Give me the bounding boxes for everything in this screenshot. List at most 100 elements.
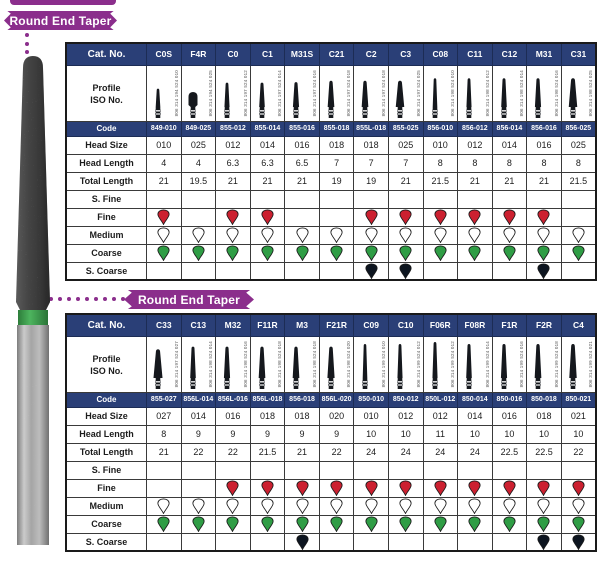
- row-label-total-length: Total Length: [65, 171, 147, 191]
- code-cell-C08: 856-010: [422, 120, 459, 137]
- s_coarse-cell-C09: [353, 532, 389, 552]
- grit-diamond-icon-red: [330, 480, 343, 496]
- coarse-cell-C1: [249, 243, 286, 263]
- grit-diamond-icon-green: [261, 245, 274, 261]
- iso-number: 806 314 199 524 014: [484, 341, 490, 388]
- cat-cell-C09: C09: [353, 313, 389, 337]
- grit-diamond-icon-red: [399, 480, 412, 496]
- s_fine-cell-C1: [249, 189, 286, 209]
- fine-cell-C2: [353, 207, 389, 227]
- grit-diamond-icon-green: [434, 245, 447, 261]
- s_coarse-cell-C0: [215, 261, 251, 281]
- table-row-s_coarse: S. Coarse: [65, 532, 597, 552]
- total_length-cell-C31: 21.5: [560, 171, 597, 191]
- diamond-bur-photo: [16, 56, 50, 545]
- s_coarse-cell-C1: [249, 261, 286, 281]
- head_size-cell-M3: 018: [284, 406, 320, 426]
- s_coarse-cell-M31: [526, 261, 562, 281]
- head_size-cell-F1R: 016: [491, 406, 528, 426]
- s_fine-cell-M3: [284, 460, 320, 480]
- code-cell-C09: 850-010: [353, 391, 389, 408]
- medium-cell-C09: [353, 496, 389, 516]
- profile-cell: 806 314 198 524 014: [493, 66, 526, 120]
- total_length-cell-C10: 24: [387, 442, 424, 462]
- total_length-cell-C2: 19: [353, 171, 389, 191]
- s_fine-cell-F08R: [457, 460, 493, 480]
- iso-number: 806 314 199 524 012: [415, 341, 421, 388]
- fine-cell-C09: [353, 478, 389, 498]
- grit-diamond-icon-green: [399, 245, 412, 261]
- medium-cell-M31: [526, 225, 562, 245]
- dot: [25, 50, 29, 55]
- profile-cell: 806 314 198 524 014: [182, 337, 215, 391]
- head_length-cell-C12: 8: [491, 153, 528, 173]
- medium-cell-C08: [422, 225, 459, 245]
- total_length-cell-C21: 19: [318, 171, 355, 191]
- cat-cell-F11R: F11R: [249, 313, 286, 337]
- profile-cell-C4: 806 314 199 524 021: [560, 335, 597, 393]
- dot: [67, 297, 71, 301]
- iso-number: 806 314 199 524 018: [553, 341, 559, 388]
- row-label-s-fine: S. Fine: [65, 460, 147, 480]
- dot: [58, 297, 62, 301]
- grit-diamond-icon-white: [572, 227, 585, 243]
- s_coarse-cell-M31S: [284, 261, 320, 281]
- bur-profile-silhouette: [466, 77, 472, 118]
- dot: [25, 33, 29, 37]
- section-badge-top: Round End Taper: [4, 11, 117, 30]
- table-row-s_fine: S. Fine: [65, 460, 597, 480]
- s_fine-cell-F21R: [318, 460, 355, 480]
- bur-profile-silhouette: [292, 346, 300, 389]
- coarse-cell-M32: [215, 514, 251, 534]
- head_size-cell-C09: 010: [353, 406, 389, 426]
- table-row-head_length: Head Length 8 9 9 9 9 9 10 10 11 10 10 10 10: [65, 424, 597, 444]
- profile-cell: 806 314 199 524 010: [355, 337, 388, 391]
- grit-diamond-icon-red: [503, 480, 516, 496]
- table-row-head_size: Head Size 010 025 012 014 016 018 018 025 010 012 0…: [65, 135, 597, 155]
- code-cell-F4R: 849-025: [180, 120, 217, 137]
- cat-cell-C1: C1: [249, 42, 286, 66]
- coarse-cell-C21: [318, 243, 355, 263]
- code-cell-F06R: 850L-012: [422, 391, 459, 408]
- profile-cell-C13: 806 314 198 524 014: [180, 335, 217, 393]
- total_length-cell-C11: 21: [457, 171, 493, 191]
- fine-cell-M32: [215, 478, 251, 498]
- bur-profile-silhouette: [500, 343, 507, 389]
- table-row-s_coarse: S. Coarse: [65, 261, 597, 281]
- code-cell-C1: 855-014: [249, 120, 286, 137]
- profile-cell-C31: 806 314 198 524 025: [560, 64, 597, 122]
- cat-cell-C11: C11: [457, 42, 493, 66]
- iso-number: 806 314 198 524 014: [208, 341, 214, 388]
- grit-diamond-icon-white: [537, 498, 551, 514]
- profile-cell: 806 314 199 524 018: [528, 337, 561, 391]
- coarse-cell-C12: [491, 243, 528, 263]
- total_length-cell-C08: 21.5: [422, 171, 459, 191]
- bur-profile-silhouette: [569, 343, 577, 389]
- profile-cell-C11: 806 314 198 524 012: [457, 64, 493, 122]
- iso-number: 806 314 197 524 018: [380, 70, 386, 117]
- grit-diamond-icon-white: [468, 227, 481, 243]
- medium-cell-C21: [318, 225, 355, 245]
- s_fine-cell-C0: [215, 189, 251, 209]
- s_fine-cell-C33: [146, 460, 182, 480]
- s_coarse-cell-F2R: [526, 532, 562, 552]
- bur-profile-silhouette: [362, 80, 369, 118]
- s_coarse-cell-M32: [215, 532, 251, 552]
- profile-cell-C0S: 806 314 194 524 010: [146, 64, 182, 122]
- grit-diamond-icon-red: [503, 209, 516, 225]
- profile-cell: 806 314 194 524 025: [182, 66, 215, 120]
- row-label-profile-iso-text: Profile ISO No.: [90, 354, 123, 376]
- profile-cell-F11R: 806 314 198 524 018: [249, 335, 286, 393]
- grit-diamond-icon-green: [537, 245, 551, 261]
- profile-cell-C1: 806 314 197 524 014: [249, 64, 286, 122]
- s_coarse-cell-C3: [387, 261, 424, 281]
- s_coarse-cell-F11R: [249, 532, 286, 552]
- total_length-cell-F1R: 22.5: [491, 442, 528, 462]
- row-label-total-length: Total Length: [65, 442, 147, 462]
- medium-cell-C12: [491, 225, 528, 245]
- bur-profile-silhouette: [293, 81, 300, 118]
- cat-cell-C12: C12: [491, 42, 528, 66]
- medium-cell-F1R: [491, 496, 528, 516]
- grit-diamond-icon-white: [468, 498, 481, 514]
- grit-diamond-icon-red: [226, 209, 239, 225]
